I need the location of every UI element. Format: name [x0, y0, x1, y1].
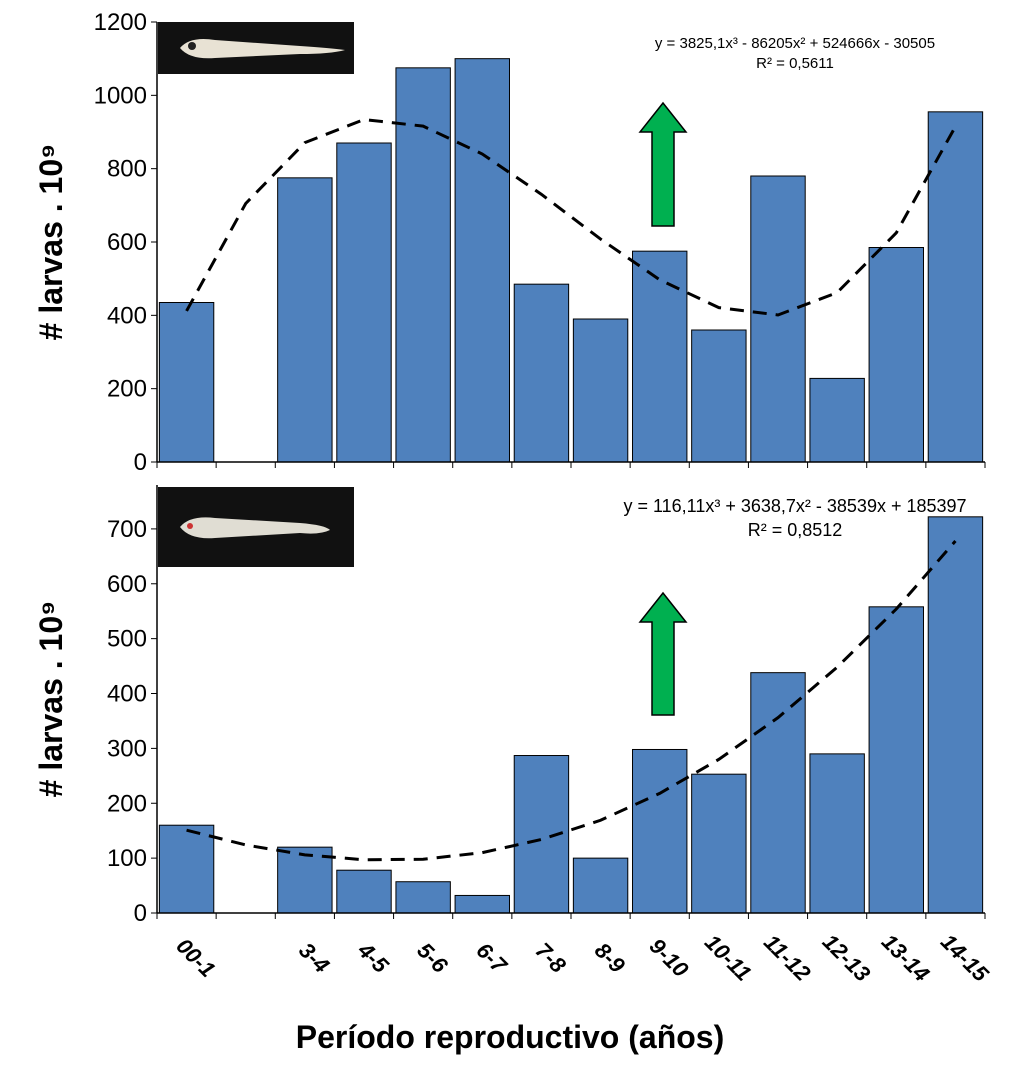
bar — [158, 302, 215, 463]
bar — [277, 177, 333, 463]
x-tick-label: 6-7 — [472, 938, 513, 979]
bar — [454, 58, 510, 463]
y-axis-title: # larvas . 10⁹ — [33, 601, 69, 798]
trendline — [185, 118, 957, 317]
trend-r2: R² = 0,8512 — [748, 520, 843, 540]
bar — [572, 857, 629, 914]
x-tick-label: 11-12 — [759, 930, 816, 987]
bar — [809, 377, 865, 463]
arrow — [638, 591, 688, 716]
x-tick-label: 8-9 — [590, 938, 631, 979]
y-tick-label: 200 — [107, 790, 147, 817]
y-tick-label: 600 — [107, 229, 147, 256]
x-tick-label: 00-1 — [171, 933, 220, 982]
y-tick-label: 700 — [107, 516, 147, 543]
trend-r2: R² = 0,5611 — [756, 55, 834, 72]
fish-photo — [158, 22, 354, 74]
bar — [927, 111, 984, 463]
y-tick-label: 1000 — [94, 82, 147, 109]
fish-photo — [158, 487, 354, 567]
bar — [336, 142, 392, 463]
bar — [809, 753, 865, 914]
arrow — [638, 101, 688, 227]
x-tick-label: 12-13 — [818, 929, 875, 986]
y-tick-label: 300 — [107, 735, 147, 762]
y-tick-label: 0 — [134, 449, 147, 476]
bar — [395, 881, 451, 914]
bar — [158, 824, 215, 914]
bar — [572, 318, 629, 463]
bar — [868, 247, 924, 463]
bar — [336, 869, 392, 914]
x-tick-label: 10-11 — [700, 930, 756, 986]
bar — [927, 516, 984, 914]
trend-equation: y = 3825,1x³ - 86205x² + 524666x - 30505 — [655, 35, 935, 52]
y-tick-label: 500 — [107, 626, 147, 653]
bar — [750, 175, 806, 463]
y-tick-label: 800 — [107, 156, 147, 183]
bar — [868, 606, 924, 914]
y-tick-label: 200 — [107, 376, 147, 403]
bar — [632, 250, 688, 463]
x-tick-label: 14-15 — [936, 929, 994, 987]
x-tick-label: 3-4 — [294, 938, 334, 978]
y-tick-label: 600 — [107, 571, 147, 598]
x-axis-title: Período reproductivo (años) — [296, 1019, 724, 1055]
x-tick-label: 7-8 — [531, 938, 572, 979]
y-axis-title: # larvas . 10⁹ — [33, 144, 69, 341]
y-tick-label: 400 — [107, 681, 147, 708]
x-tick-label: 5-6 — [412, 938, 453, 979]
y-tick-label: 0 — [134, 900, 147, 927]
bar — [454, 894, 510, 914]
trendline — [186, 539, 957, 862]
y-tick-label: 400 — [107, 302, 147, 329]
bar — [277, 846, 333, 914]
y-tick-label: 1200 — [94, 9, 147, 36]
x-tick-label: 4-5 — [353, 937, 394, 978]
bar — [750, 672, 806, 914]
y-tick-label: 100 — [107, 845, 147, 872]
bar — [513, 283, 570, 463]
trend-equation: y = 116,11x³ + 3638,7x² - 38539x + 18539… — [623, 496, 966, 516]
x-tick-label: 13-14 — [877, 929, 934, 986]
bar — [632, 748, 688, 914]
bar — [691, 329, 747, 463]
bar — [691, 773, 747, 914]
x-tick-label: 9-10 — [645, 933, 694, 982]
